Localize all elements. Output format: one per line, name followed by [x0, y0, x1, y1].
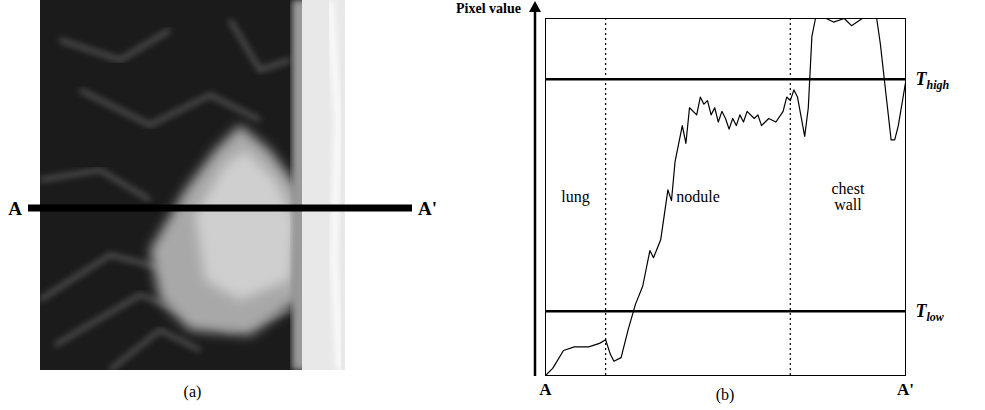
svg-text:A: A [8, 198, 22, 219]
svg-text:A': A' [897, 380, 914, 399]
svg-text:T: T [915, 301, 927, 321]
html-text:Pixel value: Pixel value [456, 1, 521, 16]
html-text:(a): (a) [183, 383, 202, 400]
svg-text:lung: lung [561, 188, 589, 206]
svg-text:high: high [927, 78, 950, 92]
svg-text:T: T [915, 69, 927, 89]
svg-text:A': A' [418, 198, 437, 219]
svg-text:A: A [539, 380, 552, 399]
svg-text:low: low [927, 310, 945, 324]
svg-text:chestwall: chestwall [831, 180, 864, 213]
svg-text:nodule: nodule [676, 188, 720, 205]
html-text:(b): (b) [715, 386, 735, 403]
